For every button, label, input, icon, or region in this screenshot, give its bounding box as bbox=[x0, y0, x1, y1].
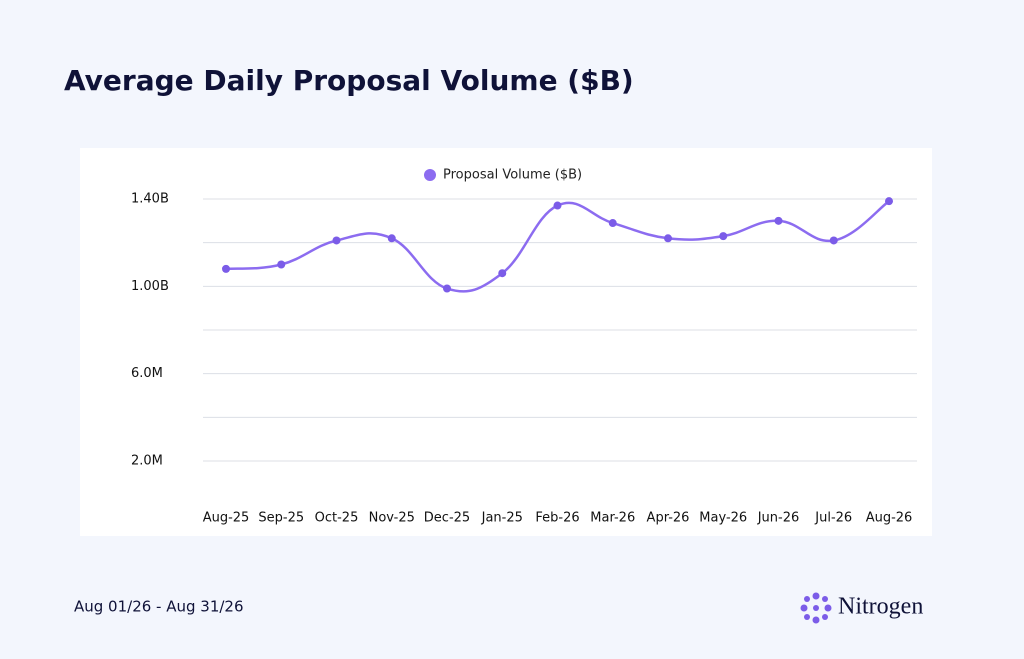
data-point bbox=[332, 236, 341, 245]
data-point bbox=[222, 264, 230, 273]
legend-label: Proposal Volume ($B) bbox=[443, 168, 582, 183]
data-point bbox=[719, 232, 728, 241]
date-range: Aug 01/26 - Aug 31/26 bbox=[74, 598, 244, 616]
x-tick-label: Mar-26 bbox=[590, 511, 635, 526]
data-point bbox=[387, 234, 396, 243]
x-tick-label: May-26 bbox=[699, 511, 747, 526]
data-point bbox=[277, 260, 286, 269]
x-tick-label: Aug-25 bbox=[203, 511, 250, 526]
x-tick-label: Jun-26 bbox=[757, 511, 800, 526]
plot: 2.0M 6.0M 1.00B 1.40B Aug-25 Sep-25 Oct-25 Nov-… bbox=[131, 168, 917, 526]
x-tick-label: Sep-25 bbox=[258, 511, 304, 526]
legend-marker bbox=[424, 169, 436, 181]
data-point bbox=[885, 197, 893, 206]
chart-title: Average Daily Proposal Volume ($B) bbox=[64, 64, 634, 97]
data-point bbox=[608, 219, 617, 228]
x-tick-label: Aug-26 bbox=[866, 511, 913, 526]
x-tick-label: Jan-25 bbox=[481, 511, 523, 526]
y-tick-label: 1.40B bbox=[131, 192, 169, 207]
data-point bbox=[829, 236, 838, 245]
data-point bbox=[664, 234, 672, 243]
data-point bbox=[553, 201, 562, 210]
x-tick-label: Nov-25 bbox=[369, 511, 415, 526]
brand-logo bbox=[800, 592, 832, 624]
data-point bbox=[443, 284, 451, 293]
x-tick-label: Apr-26 bbox=[647, 511, 690, 526]
chart-card bbox=[80, 148, 932, 536]
data-point bbox=[498, 269, 507, 278]
brand-name: Nitrogen bbox=[838, 594, 923, 620]
x-tick-label: Dec-25 bbox=[424, 511, 470, 526]
y-tick-label: 2.0M bbox=[131, 453, 163, 468]
x-tick-label: Oct-25 bbox=[315, 511, 359, 526]
x-tick-label: Feb-26 bbox=[535, 511, 579, 526]
y-tick-label: 1.00B bbox=[131, 279, 169, 294]
y-tick-label: 6.0M bbox=[131, 366, 163, 381]
data-point bbox=[774, 216, 783, 225]
x-tick-label: Jul-26 bbox=[814, 511, 852, 526]
